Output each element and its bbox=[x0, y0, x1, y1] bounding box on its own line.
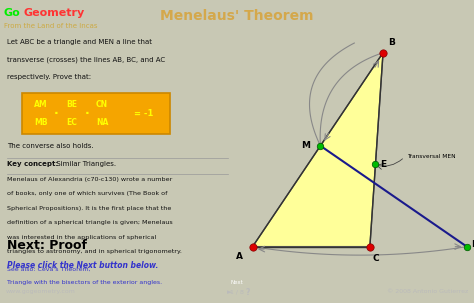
Polygon shape bbox=[253, 53, 383, 247]
Text: was interested in the applications of spherical: was interested in the applications of sp… bbox=[7, 235, 156, 240]
Point bbox=[249, 244, 256, 249]
Text: ·: · bbox=[54, 107, 59, 120]
Text: Key concept:: Key concept: bbox=[7, 161, 58, 167]
Text: AM: AM bbox=[34, 100, 48, 109]
FancyBboxPatch shape bbox=[22, 93, 170, 134]
Text: Spherical Propositions). It is the first place that the: Spherical Propositions). It is the first… bbox=[7, 206, 172, 211]
Point bbox=[366, 244, 374, 249]
Text: = -1: = -1 bbox=[134, 109, 153, 118]
Text: The converse also holds.: The converse also holds. bbox=[7, 143, 94, 149]
Text: ►: ► bbox=[228, 290, 233, 295]
Point bbox=[317, 143, 324, 148]
Text: Next: Proof: Next: Proof bbox=[7, 239, 87, 252]
Text: respectively. Prove that:: respectively. Prove that: bbox=[7, 74, 91, 80]
Text: © 2008 Antonio Gutierrez: © 2008 Antonio Gutierrez bbox=[387, 289, 468, 294]
Text: M: M bbox=[301, 141, 310, 150]
Text: See also: Ceva's Theorem,: See also: Ceva's Theorem, bbox=[7, 266, 91, 271]
Text: Please click the Next button below.: Please click the Next button below. bbox=[7, 261, 158, 270]
Text: Go: Go bbox=[4, 8, 21, 18]
Text: From the Land of the Incas: From the Land of the Incas bbox=[4, 23, 98, 29]
Text: Menelaus' Theorem: Menelaus' Theorem bbox=[160, 9, 314, 23]
Text: B: B bbox=[388, 38, 395, 48]
Text: Next: Next bbox=[231, 280, 243, 285]
Text: CN: CN bbox=[96, 100, 108, 109]
Text: Menelaus of Alexandria (c70-c130) wrote a number: Menelaus of Alexandria (c70-c130) wrote … bbox=[7, 177, 173, 181]
Point bbox=[379, 50, 387, 55]
Text: www.gogeometry.com: www.gogeometry.com bbox=[6, 289, 76, 294]
Point bbox=[463, 244, 471, 249]
Text: C: C bbox=[372, 254, 379, 263]
Text: BE: BE bbox=[66, 100, 77, 109]
Text: triangles to astronomy, and in spherical trigonometry.: triangles to astronomy, and in spherical… bbox=[7, 249, 182, 254]
Text: A: A bbox=[236, 252, 243, 261]
Text: Let ABC be a triangle and MEN a line that: Let ABC be a triangle and MEN a line tha… bbox=[7, 39, 152, 45]
Text: N: N bbox=[472, 240, 474, 249]
Text: Geometry: Geometry bbox=[24, 8, 85, 18]
Text: transverse (crosses) the lines AB, BC, and AC: transverse (crosses) the lines AB, BC, a… bbox=[7, 57, 165, 63]
Text: NA: NA bbox=[96, 118, 108, 127]
Text: EC: EC bbox=[66, 118, 77, 127]
Text: 1 / 8: 1 / 8 bbox=[230, 289, 244, 294]
Text: Similar Triangles.: Similar Triangles. bbox=[54, 161, 116, 167]
Text: ?: ? bbox=[246, 288, 250, 297]
Text: ·: · bbox=[84, 107, 89, 120]
Text: of books, only one of which survives (The Book of: of books, only one of which survives (Th… bbox=[7, 191, 167, 196]
Text: MB: MB bbox=[34, 118, 48, 127]
Text: definition of a spherical triangle is given; Menelaus: definition of a spherical triangle is gi… bbox=[7, 220, 173, 225]
Point bbox=[372, 162, 379, 167]
Text: Triangle with the bisectors of the exterior angles.: Triangle with the bisectors of the exter… bbox=[7, 280, 162, 285]
Text: E: E bbox=[380, 160, 386, 169]
Text: Transversal MEN: Transversal MEN bbox=[407, 155, 456, 159]
